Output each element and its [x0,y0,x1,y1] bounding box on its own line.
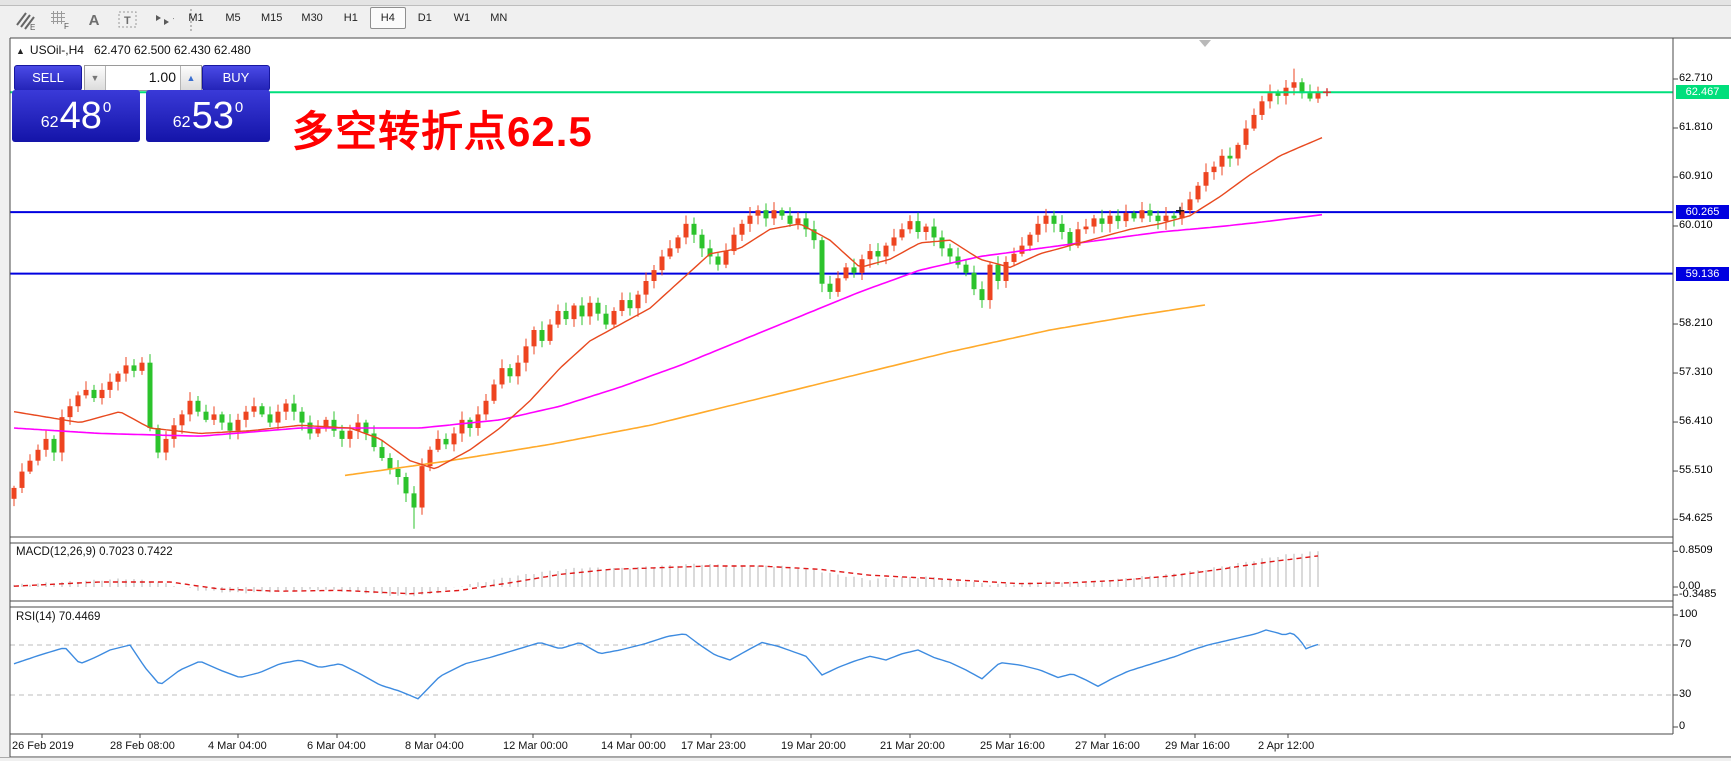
cutoff-status-strip [0,757,1731,761]
current-price-tag: 62.467 [1676,85,1729,100]
buy-price-fraction: 0 [234,98,244,116]
sell-price-pips: 48 [59,95,102,137]
time-axis-label: 14 Mar 00:00 [601,740,666,752]
buy-price-pips: 53 [191,95,234,137]
time-axis-label: 2 Apr 12:00 [1258,740,1315,752]
macd-label: MACD(12,26,9) 0.7023 0.7422 [16,546,173,558]
rsi-axis-label: 100 [1679,608,1698,620]
buy-price-whole: 62 [172,114,191,131]
svg-text:T: T [124,15,131,27]
time-axis-label: 12 Mar 00:00 [503,740,568,752]
toolbar-separator [190,9,197,31]
time-axis-label: 19 Mar 20:00 [781,740,846,752]
sell-price-fraction: 0 [102,98,112,116]
timeframe-button-w1[interactable]: W1 [453,12,471,24]
price-tick-label: 58.210 [1679,317,1713,330]
time-axis-label: 6 Mar 04:00 [307,740,366,752]
chart-title: ▲ USOil-,H4 62.470 62.500 62.430 62.480 [16,43,251,57]
price-tick-label: 60.010 [1679,219,1713,231]
price-tick-label: 54.625 [1679,512,1713,525]
timeframe-button-m1[interactable]: M1 [188,12,204,24]
cutoff-menu-strip [0,0,1731,6]
macd-axis-label: 0.00 [1679,580,1701,592]
time-axis-label: 4 Mar 04:00 [208,740,267,752]
volume-decrease-button[interactable]: ▼ [85,66,106,90]
price-tick-label: 56.410 [1679,415,1713,428]
volume-increase-button[interactable]: ▲ [180,66,201,90]
symbol-label: USOil-,H4 [29,43,84,57]
text-label-icon[interactable]: A [88,11,100,29]
rsi-axis-label: 0 [1679,720,1686,732]
timeframe-bar: M1 M5 M15 M30 H1 H4 D1 W1 MN [178,7,518,29]
timeframe-button-m15[interactable]: M15 [261,12,283,24]
buy-button[interactable]: BUY [202,65,270,91]
text-object-icon[interactable]: T [116,9,140,31]
macd-axis-label: -0.3485 [1679,588,1717,600]
time-axis-label: 28 Feb 08:00 [110,740,175,752]
rsi-axis-label: 30 [1679,688,1692,700]
price-tick-label: 60.910 [1679,170,1713,182]
svg-text:F: F [64,22,69,31]
toolbar: E F A T M1 M5 M15 M30 H1 H4 D1 W1 M [0,6,1731,34]
level-price-tag: 60.265 [1676,205,1729,220]
time-axis-label: 17 Mar 23:00 [681,740,746,752]
objects-arrow-icon[interactable] [150,9,174,31]
volume-stepper: ▼ 1.00 ▲ [84,65,202,91]
time-axis-label: 8 Mar 04:00 [405,740,464,752]
grid-icon[interactable]: F [48,9,72,31]
svg-text:E: E [30,23,35,31]
timeframe-button-h4[interactable]: H4 [369,7,406,29]
price-tick-label: 62.710 [1679,71,1713,84]
toolbar-icons: E F A T [14,8,203,32]
timeframe-button-mn[interactable]: MN [490,12,508,24]
level-price-tag: 59.136 [1676,266,1729,281]
time-axis-label: 25 Mar 16:00 [980,740,1045,752]
sell-button[interactable]: SELL [14,65,82,91]
one-click-trading-panel: SELL ▼ 1.00 ▲ BUY 62 48 0 62 53 0 [12,65,270,142]
sell-price-display[interactable]: 62 48 0 [12,90,140,142]
timeframe-button-m30[interactable]: M30 [301,12,323,24]
time-axis-label: 21 Mar 20:00 [880,740,945,752]
time-axis-label: 29 Mar 16:00 [1165,740,1230,752]
rsi-axis-label: 70 [1679,638,1692,650]
chart-annotation-text: 多空转折点62.5 [292,108,593,155]
timeframe-button-d1[interactable]: D1 [417,12,432,24]
timeframe-button-m5[interactable]: M5 [225,12,241,24]
price-tick-label: 55.510 [1679,464,1713,477]
timeframe-button-h1[interactable]: H1 [343,12,358,24]
price-tick-label: 57.310 [1679,366,1713,379]
volume-input[interactable]: 1.00 [148,69,176,85]
price-tick-label: 61.810 [1679,121,1713,133]
time-axis-label: 27 Mar 16:00 [1075,740,1140,752]
symbol-triangle-icon: ▲ [16,46,25,56]
time-axis-label: 26 Feb 2019 [12,740,74,752]
rsi-label: RSI(14) 70.4469 [16,611,101,623]
indicators-icon[interactable]: E [14,9,38,31]
macd-axis-label: 0.8509 [1679,544,1713,557]
buy-price-display[interactable]: 62 53 0 [146,90,270,142]
ohlc-values: 62.470 62.500 62.430 62.480 [93,43,251,57]
sell-price-whole: 62 [40,114,59,131]
